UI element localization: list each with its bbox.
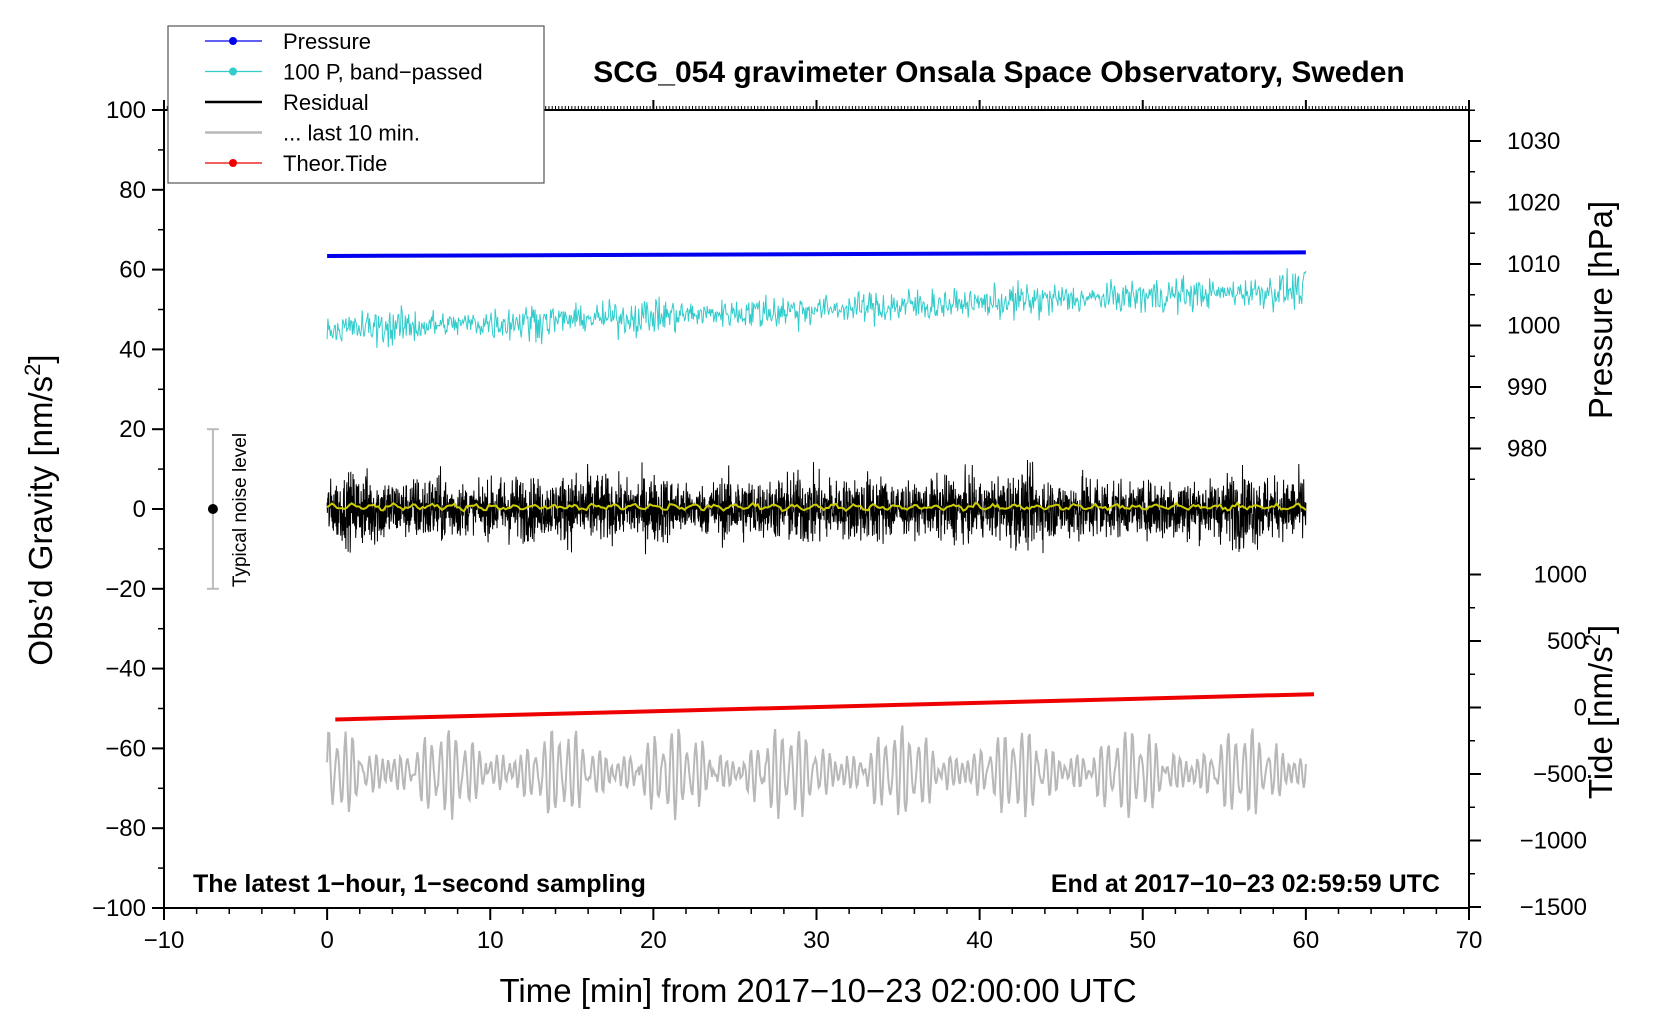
y-tick-label: −20	[105, 576, 146, 603]
y-tick-label: 0	[133, 496, 146, 523]
tide-tick-label: −1500	[1520, 894, 1587, 921]
y-axis-label-tide-text: Tide [nm/s	[1582, 646, 1619, 799]
y-axis-label-tide-sup: 2	[1580, 634, 1605, 646]
legend-label: Theor.Tide	[283, 151, 387, 176]
y-tick-label: −80	[105, 815, 146, 842]
tide-tick-label: 500	[1547, 628, 1587, 655]
x-tick-label: −10	[144, 927, 185, 954]
x-tick-label: 60	[1293, 927, 1320, 954]
x-tick-label: 70	[1456, 927, 1483, 954]
y-axis-label-tide-close: ]	[1582, 625, 1619, 634]
y-tick-label: −100	[92, 895, 146, 922]
series-theor-tide	[335, 692, 1315, 722]
y-tick-label: 100	[106, 97, 146, 124]
pressure-tick-label: 990	[1507, 374, 1547, 401]
x-tick-label: 0	[320, 927, 333, 954]
legend-label: Pressure	[283, 29, 371, 54]
x-tick-label: 50	[1129, 927, 1156, 954]
pressure-tick-label: 980	[1507, 436, 1547, 463]
pressure-tick-label: 1010	[1507, 251, 1560, 278]
y-tick-label: 20	[119, 416, 146, 443]
x-tick-label: 20	[640, 927, 667, 954]
legend: Pressure 100 P, band−passed Residual ... la…	[167, 25, 545, 184]
y-tick-label: 40	[119, 336, 146, 363]
annotation-sampling: The latest 1−hour, 1−second sampling	[193, 870, 646, 898]
y-axis-label-left-text: Obs’d Gravity [nm/s	[22, 376, 59, 666]
series-pressure	[327, 250, 1306, 259]
x-axis-label: Time [min] from 2017−10−23 02:00:00 UTC	[499, 972, 1136, 1009]
legend-swatch-marker	[229, 159, 237, 167]
tide-tick-label: −500	[1533, 761, 1587, 788]
tide-tick-label: 0	[1574, 695, 1587, 722]
y-tick-label: −60	[105, 735, 146, 762]
legend-label: ... last 10 min.	[283, 121, 420, 146]
y-axis-label-pressure: Pressure [hPa]	[1582, 201, 1619, 419]
x-tick-label: 40	[966, 927, 993, 954]
pressure-tick-label: 1020	[1507, 190, 1560, 217]
legend-label: Residual	[283, 90, 369, 115]
data-series	[326, 250, 1315, 821]
noise-level-label: Typical noise level	[230, 433, 251, 587]
noise-level-indicator: Typical noise level	[206, 428, 251, 590]
y-tick-label: −40	[105, 656, 146, 683]
x-tick-label: 10	[477, 927, 504, 954]
annotation-end-time: End at 2017−10−23 02:59:59 UTC	[1051, 870, 1440, 898]
legend-swatch-marker	[229, 37, 237, 45]
legend-box	[167, 25, 545, 184]
axis-ticks: −10 0 10 20 30 40 50 60 70100806040200−20−40−60−…	[92, 97, 1587, 954]
series-last-10-min	[326, 725, 1307, 821]
y-axis-label-left: Obs’d Gravity [nm/s2]	[20, 354, 59, 665]
x-tick-label: 30	[803, 927, 830, 954]
tide-tick-label: −1000	[1520, 828, 1587, 855]
chart-title: SCG_054 gravimeter Onsala Space Observat…	[593, 56, 1405, 89]
series-pressure-bandpassed	[326, 268, 1307, 349]
series-residual-smoothed	[326, 501, 1307, 513]
legend-swatch-marker	[229, 67, 237, 76]
y-axis-label-tide: Tide [nm/s2]	[1580, 625, 1619, 799]
pressure-tick-label: 1030	[1507, 128, 1560, 155]
series-residual	[326, 459, 1307, 555]
legend-label: 100 P, band−passed	[283, 60, 483, 85]
y-tick-label: 80	[119, 177, 146, 204]
tide-tick-label: 1000	[1534, 562, 1587, 589]
y-axis-label-left-close: ]	[22, 354, 59, 363]
y-tick-label: 60	[119, 257, 146, 284]
pressure-tick-label: 1000	[1507, 313, 1560, 340]
y-axis-label-left-sup: 2	[20, 364, 45, 376]
noise-bar-center-dot	[207, 504, 218, 514]
